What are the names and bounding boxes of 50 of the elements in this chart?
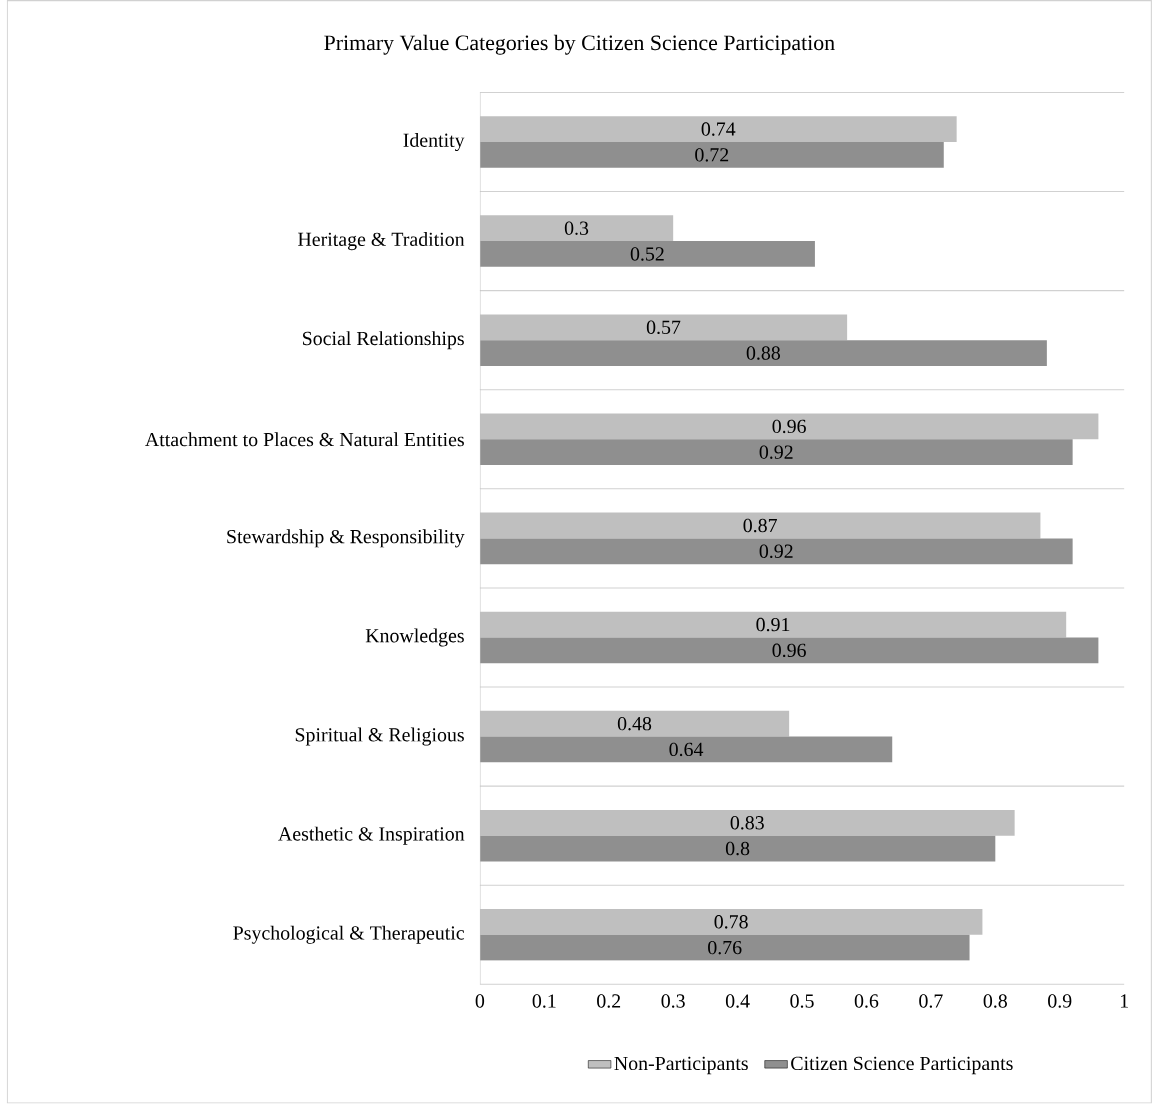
- data-label: 0.76: [708, 941, 742, 955]
- bar: [479, 241, 815, 268]
- bar: [479, 736, 893, 763]
- data-label: 0.88: [746, 346, 781, 361]
- x-tick-label: 0.8: [983, 994, 1007, 1008]
- x-tick-label: 0.2: [597, 994, 621, 1008]
- data-label: 0.78: [714, 915, 748, 929]
- y-tick-label: Identity: [403, 133, 465, 152]
- bar: [479, 538, 1073, 565]
- x-tick-label: 0.1: [532, 994, 556, 1008]
- y-tick-label: Heritage & Tradition: [298, 232, 465, 251]
- bar: [479, 934, 970, 961]
- bar: [479, 835, 996, 862]
- chart-title: Primary Value Categories by Citizen Science Participation: [324, 34, 835, 55]
- y-tick-label: Spiritual & Religious: [295, 727, 464, 746]
- x-tick-label: 0.9: [1048, 994, 1072, 1008]
- data-label: 0.87: [743, 518, 777, 533]
- x-tick-label: 1: [1120, 994, 1128, 1008]
- data-label: 0.72: [695, 148, 729, 162]
- data-label: 0.57: [646, 320, 681, 335]
- x-tick-label: 0.5: [790, 994, 814, 1008]
- y-tick-label: Aesthetic & Inspiration: [278, 826, 465, 845]
- data-label: 0.64: [669, 742, 704, 757]
- data-label: 0.8: [725, 841, 750, 856]
- data-label: 0.91: [756, 618, 790, 632]
- x-tick-label: 0.6: [854, 994, 879, 1008]
- legend-label: Non-Participants: [614, 1056, 748, 1075]
- x-tick-label: 0.7: [919, 994, 943, 1008]
- data-label: 0.74: [701, 122, 736, 137]
- data-label: 0.96: [772, 643, 806, 658]
- data-label: 0.83: [730, 816, 764, 830]
- data-label: 0.48: [617, 717, 652, 731]
- x-tick-label: 0.4: [725, 994, 750, 1008]
- bar: [479, 637, 1099, 664]
- data-label: 0.92: [759, 445, 793, 460]
- data-label: 0.3: [564, 221, 589, 236]
- bar: [479, 142, 944, 168]
- y-tick-label: Psychological & Therapeutic: [233, 925, 465, 944]
- bar: [479, 439, 1073, 466]
- bar: [479, 340, 1047, 367]
- x-tick-label: 0.3: [661, 994, 685, 1008]
- y-tick-label: Knowledges: [365, 628, 464, 647]
- data-label: 0.52: [630, 247, 664, 261]
- y-tick-label: Social Relationships: [303, 331, 464, 350]
- legend-label: Citizen Science Participants: [791, 1056, 1013, 1075]
- data-label: 0.96: [772, 419, 806, 434]
- y-tick-label: Attachment to Places & Natural Entities: [145, 432, 464, 447]
- y-tick-label: Stewardship & Responsibility: [227, 529, 465, 548]
- x-tick-label: 0: [475, 994, 485, 1008]
- data-label: 0.92: [759, 544, 793, 559]
